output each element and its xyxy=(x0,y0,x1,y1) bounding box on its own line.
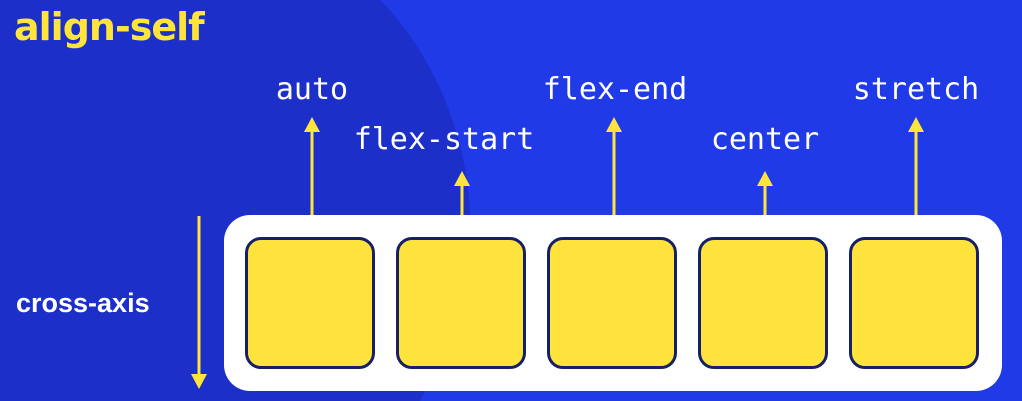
flex-item-center xyxy=(698,237,828,369)
label-auto: auto xyxy=(275,72,349,107)
flex-item-stretch xyxy=(849,237,979,369)
flex-item-flex-start xyxy=(396,237,526,369)
flex-container xyxy=(224,215,1002,391)
label-flex-end: flex-end xyxy=(542,72,688,107)
label-flex-start: flex-start xyxy=(353,122,535,157)
flex-item-auto xyxy=(245,237,375,369)
label-center: center xyxy=(710,122,820,157)
flex-item-flex-end xyxy=(547,237,677,369)
page-title: align-self xyxy=(14,5,205,49)
cross-axis-label: cross-axis xyxy=(16,288,150,318)
label-stretch: stretch xyxy=(852,72,980,107)
